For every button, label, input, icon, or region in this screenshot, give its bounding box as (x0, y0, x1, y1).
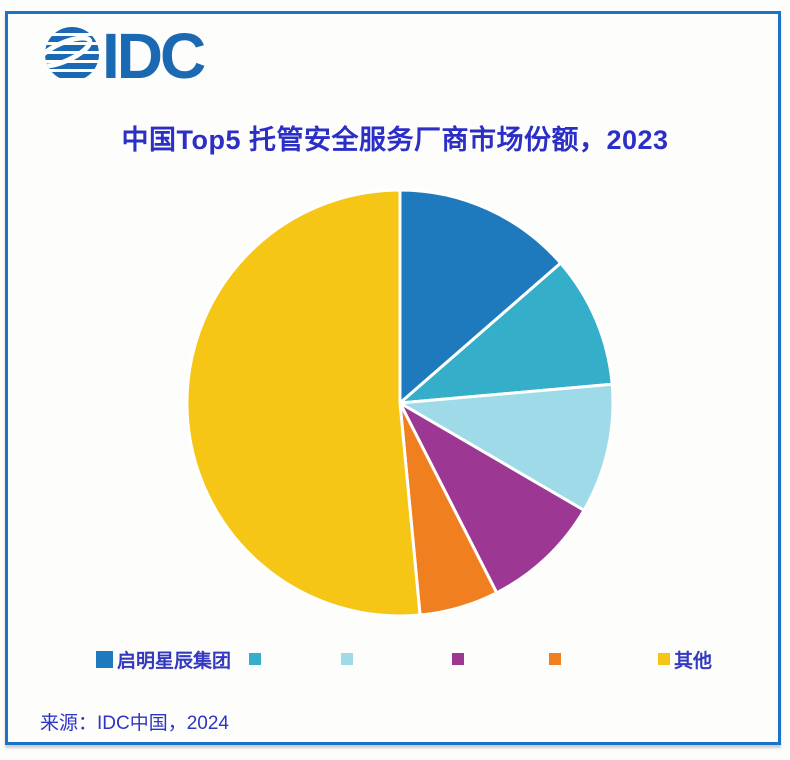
legend-label: 其他 (674, 650, 713, 672)
legend-item-vendor-3 (341, 646, 357, 672)
legend-swatch (452, 653, 464, 665)
legend-item-vendor-1: 启明星辰集团 (96, 646, 231, 672)
legend-swatch (249, 653, 261, 665)
pie-slice-1 (398, 188, 563, 405)
chart-title: 中国Top5 托管安全服务厂商市场份额，2023 (121, 125, 669, 155)
chart-legend: 启明星辰集团 其他 (0, 646, 790, 672)
pie-slice-4 (398, 401, 586, 595)
globe-icon (45, 27, 99, 78)
legend-label: 启明星辰集团 (117, 650, 232, 672)
legend-item-others: 其他 (658, 646, 712, 672)
legend-swatch (341, 653, 353, 665)
source-note: 来源：IDC中国，2024 (40, 713, 229, 734)
legend-swatch (549, 653, 561, 665)
legend-item-vendor-5 (549, 646, 565, 672)
legend-item-vendor-4 (452, 646, 468, 672)
pie-slice-6 (185, 188, 422, 618)
legend-item-vendor-2 (249, 646, 265, 672)
legend-swatch (658, 653, 670, 665)
logo-text: IDC (102, 22, 205, 86)
pie-slice-3 (398, 382, 615, 512)
pie-slice-2 (398, 261, 614, 405)
legend-swatch (96, 650, 113, 668)
idc-logo: IDC (45, 22, 208, 86)
